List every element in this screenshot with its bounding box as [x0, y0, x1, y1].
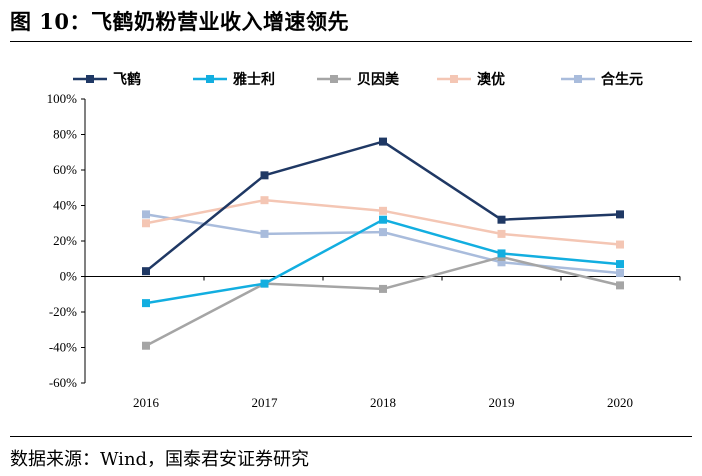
y-tick-label: 40% — [53, 198, 77, 213]
data-point — [616, 281, 624, 290]
x-tick-label: 2017 — [252, 395, 279, 410]
y-tick-label: 100% — [47, 91, 78, 106]
data-point — [379, 137, 387, 146]
y-tick-label: 60% — [53, 162, 77, 177]
chart-series-lines — [145, 140, 621, 347]
x-tick-label: 2018 — [370, 395, 396, 410]
data-point — [379, 206, 387, 215]
legend-label: 合生元 — [601, 71, 643, 88]
legend-marker — [86, 75, 94, 83]
data-point — [260, 229, 269, 238]
x-tick-label: 2020 — [607, 395, 633, 410]
legend-marker — [450, 75, 458, 83]
series-line-1 — [145, 140, 621, 273]
legend-label: 飞鹤 — [113, 71, 141, 88]
figure-title: 图 10：飞鹤奶粉营业收入增速领先 — [10, 9, 350, 34]
data-point — [616, 210, 624, 219]
chart-legend: 飞鹤 雅士利 贝因美 澳优 合生元 — [73, 71, 643, 88]
x-tick-label: 2019 — [489, 395, 515, 410]
y-tick-label: 20% — [53, 233, 77, 248]
y-tick-label: 0% — [60, 269, 78, 284]
x-tick-label: 2016 — [133, 395, 160, 410]
legend-label: 贝因美 — [357, 71, 400, 88]
data-point — [142, 299, 150, 308]
data-point — [260, 279, 269, 288]
chart-series-markers — [142, 137, 624, 350]
data-point — [260, 196, 269, 205]
series-line-3 — [145, 255, 621, 347]
data-point — [142, 267, 150, 276]
data-point — [379, 284, 387, 293]
data-point — [497, 215, 506, 224]
data-point — [142, 219, 150, 228]
y-tick-label: -60% — [49, 375, 77, 390]
data-point — [616, 268, 624, 277]
data-point — [260, 171, 269, 180]
legend-marker — [574, 75, 582, 83]
data-point — [379, 215, 387, 224]
data-point — [497, 229, 506, 238]
y-tick-label: -40% — [49, 340, 77, 355]
source-rule — [10, 436, 692, 437]
data-point — [142, 210, 150, 219]
y-tick-label: 80% — [53, 127, 77, 142]
legend-marker — [330, 75, 338, 83]
data-point — [142, 341, 150, 350]
source-note: 数据来源：Wind，国泰君安证券研究 — [10, 449, 310, 470]
legend-label: 澳优 — [477, 71, 505, 88]
data-point — [497, 249, 506, 258]
y-tick-label: -20% — [49, 304, 77, 319]
legend-marker — [206, 75, 214, 83]
data-point — [616, 260, 624, 269]
data-point — [616, 240, 624, 249]
legend-label: 雅士利 — [233, 71, 275, 88]
data-point — [497, 258, 506, 267]
title-rule — [10, 41, 692, 42]
chart-axes: 100% 80% 60% 40% 20% 0% -20% -40% -60% 2016 2017 20… — [47, 91, 681, 410]
data-point — [379, 228, 387, 237]
